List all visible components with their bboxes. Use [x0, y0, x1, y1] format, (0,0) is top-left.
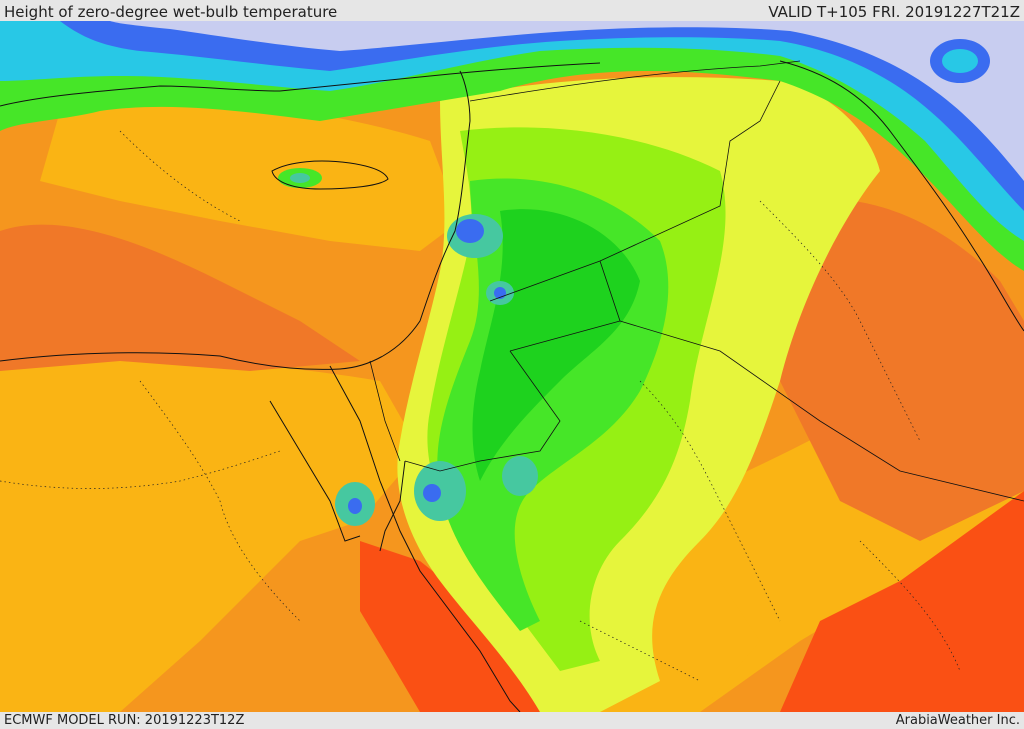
pocket-teal-cyprus	[290, 173, 310, 183]
valid-time: VALID T+105 FRI. 20191227T21Z	[768, 3, 1020, 21]
pocket-teal-jordan	[502, 456, 538, 496]
coastlines	[0, 60, 1024, 712]
field-red-redsea	[360, 541, 540, 712]
pocket-cyan-caucasus	[942, 49, 978, 73]
pocket-blue-lebanon	[456, 219, 484, 243]
header-bar: Height of zero-degree wet-bulb temperatu…	[0, 0, 1024, 21]
band-cyan-north	[0, 21, 1024, 241]
field-orange-light-north	[40, 101, 460, 251]
map-title: Height of zero-degree wet-bulb temperatu…	[4, 3, 338, 21]
map-canvas	[0, 21, 1024, 712]
pocket-blue-sinai	[348, 498, 362, 514]
brand-credit: ArabiaWeather Inc.	[895, 713, 1020, 728]
band-lavender-north	[110, 21, 1024, 181]
field-orange-light-west	[0, 360, 420, 712]
field-orange-dark-east	[760, 199, 1024, 542]
field-red-east	[780, 491, 1024, 712]
weather-map[interactable]	[0, 21, 1024, 712]
model-run: ECMWF MODEL RUN: 20191223T12Z	[4, 713, 245, 728]
field-orange-dark-west	[0, 224, 360, 371]
footer-bar: ECMWF MODEL RUN: 20191223T12Z ArabiaWeat…	[0, 712, 1024, 729]
field-green-dark	[472, 209, 640, 481]
country-borders	[369, 60, 1024, 502]
pocket-blue-hejaz	[423, 484, 441, 502]
province-borders	[0, 130, 961, 682]
